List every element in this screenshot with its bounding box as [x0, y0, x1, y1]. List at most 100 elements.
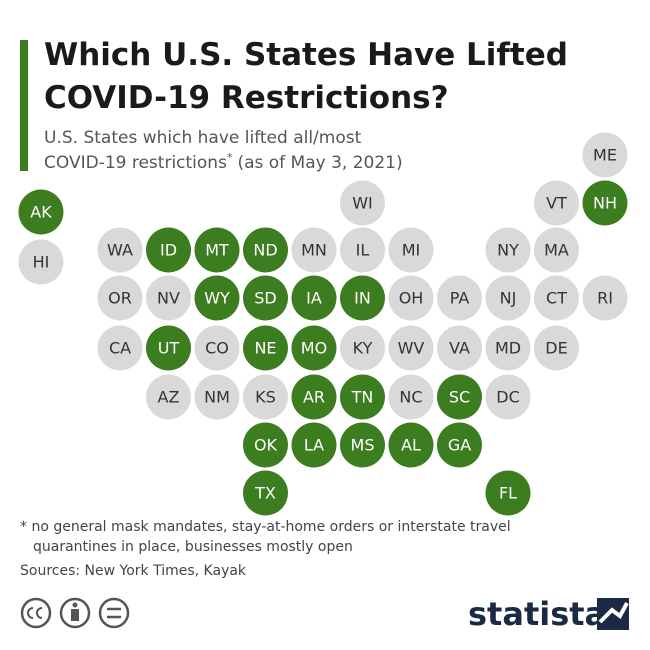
state-tile [582, 275, 628, 321]
state-tile [437, 275, 482, 321]
state-label: NJ [500, 289, 517, 308]
state-tile [340, 275, 385, 321]
state-label: CT [546, 289, 567, 308]
state-tile [340, 325, 385, 371]
state-label: GA [448, 436, 471, 455]
state-tile [534, 227, 579, 273]
state-tile [582, 132, 628, 178]
state-label: DC [496, 388, 520, 407]
state-label: NE [254, 339, 276, 358]
state-label: CA [109, 339, 131, 358]
state-label: NY [497, 241, 519, 260]
state-tile [97, 325, 143, 371]
state-label: VT [546, 194, 567, 213]
state-label: UT [158, 339, 180, 358]
state-label: WA [107, 241, 133, 260]
subtitle: (as of May 3, 2021) [237, 153, 402, 173]
state-tile [194, 325, 240, 371]
state-label: KS [255, 388, 276, 407]
state-label: DE [545, 339, 567, 358]
state-tile [388, 227, 434, 273]
state-tile [243, 275, 288, 321]
state-label: MI [402, 241, 421, 260]
state-tile [97, 275, 143, 321]
state-tile [485, 470, 531, 516]
state-tile [97, 227, 143, 273]
state-label: SC [449, 388, 470, 407]
state-label: SD [254, 289, 276, 308]
state-tile [388, 422, 434, 468]
state-label: ND [253, 241, 277, 260]
state-label: TN [351, 388, 374, 407]
state-label: AZ [158, 388, 180, 407]
state-label: OR [108, 289, 132, 308]
brand: statista [468, 595, 606, 633]
state-tile [291, 227, 337, 273]
state-label: MS [351, 436, 375, 455]
state-tile [291, 422, 337, 468]
state-label: WY [204, 289, 230, 308]
state-tile [582, 180, 628, 226]
state-tile [194, 227, 240, 273]
state-tile [291, 275, 337, 321]
state-label: KY [353, 339, 373, 358]
state-tile [18, 239, 64, 285]
title: COVID-19 Restrictions? [44, 80, 449, 116]
state-label: IN [354, 289, 371, 308]
state-tile [146, 374, 191, 420]
state-tile [485, 227, 531, 273]
state-label: RI [597, 289, 613, 308]
state-tile [291, 374, 337, 420]
state-tile [534, 325, 579, 371]
state-label: IA [306, 289, 322, 308]
state-label: OH [399, 289, 424, 308]
state-label: ID [160, 241, 177, 260]
state-tile [291, 325, 337, 371]
state-label: HI [33, 253, 50, 272]
state-label: MN [301, 241, 327, 260]
state-label: MA [544, 241, 569, 260]
state-label: NV [157, 289, 180, 308]
state-tile [485, 374, 531, 420]
state-tile [146, 275, 191, 321]
state-label: VA [449, 339, 470, 358]
state-tile [243, 422, 288, 468]
state-label: NM [204, 388, 230, 407]
state-tile [534, 275, 579, 321]
state-tile [146, 227, 191, 273]
subtitle: COVID-19 restrictions [44, 153, 227, 173]
state-tile [437, 374, 482, 420]
state-label: ME [593, 146, 617, 165]
state-label: PA [450, 289, 470, 308]
state-tile [194, 275, 240, 321]
state-label: AL [401, 436, 421, 455]
source: Sources: New York Times, Kayak [20, 563, 247, 579]
state-label: TX [254, 484, 276, 503]
state-label: IL [356, 241, 370, 260]
state-tile [388, 275, 434, 321]
state-label: WI [352, 194, 373, 213]
state-label: OK [254, 436, 278, 455]
subtitle-mark: * [227, 151, 233, 164]
subtitle: COVID-19 restrictions* (as of May 3, 2021… [44, 151, 403, 173]
state-tile [485, 325, 531, 371]
state-tile [340, 227, 385, 273]
state-label: WV [398, 339, 425, 358]
state-label: MT [205, 241, 229, 260]
footnote: * no general mask mandates, stay-at-home… [20, 519, 511, 535]
brand-icon [597, 598, 629, 630]
state-tile [485, 275, 531, 321]
state-tile [243, 470, 288, 516]
state-tile [194, 374, 240, 420]
state-label: AR [303, 388, 325, 407]
state-label: MO [301, 339, 327, 358]
state-tile [340, 374, 385, 420]
title: Which U.S. States Have Lifted [44, 37, 568, 73]
state-tile [340, 422, 385, 468]
state-tile [388, 374, 434, 420]
state-label: LA [304, 436, 324, 455]
accent-bar [20, 40, 28, 171]
state-tile [534, 180, 579, 226]
state-label: NC [399, 388, 422, 407]
